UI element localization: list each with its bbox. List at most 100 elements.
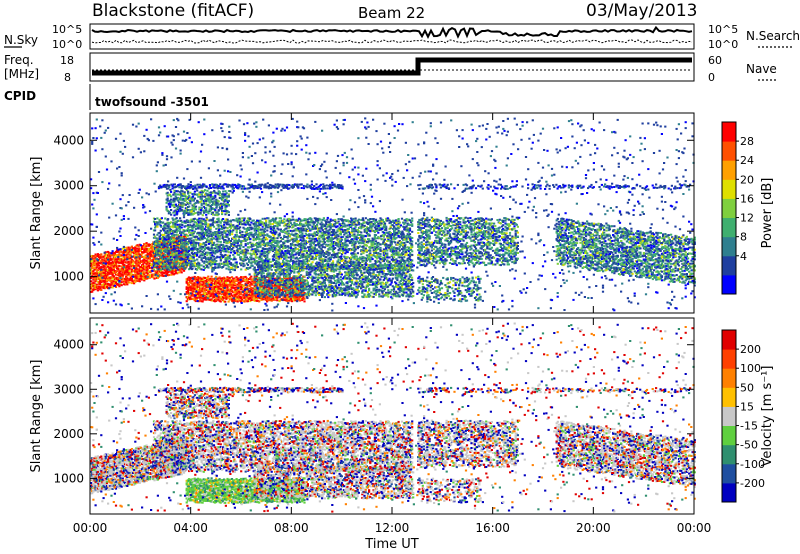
echo-cell [114,263,118,266]
echo-cell [100,272,103,275]
echo-cell [219,243,222,246]
echo-cell [196,225,199,228]
echo-cell [190,237,193,240]
echo-cell [321,218,324,221]
echo-cell [121,275,124,278]
echo-cell [190,287,193,290]
echo-cell [91,275,94,278]
echo-cell [174,269,178,272]
echo-cell [271,250,274,253]
echo-cell [169,228,173,231]
echo-cell [258,300,261,303]
echo-cell [342,264,345,267]
echo-cell [155,237,158,240]
echo-cell [182,250,185,252]
echo-cell [184,253,187,256]
echo-cell [160,265,163,268]
echo-cell [125,275,128,278]
echo-cell [239,218,242,221]
echo-cell [313,231,316,234]
echo-cell [178,268,181,271]
echo-cell [159,224,162,227]
echo-cell [211,249,214,252]
echo-cell [269,220,272,223]
echo-cell [249,224,252,226]
echo-cell [247,284,251,287]
echo-cell [244,298,247,301]
echo-cell [247,278,251,281]
echo-cell [304,219,307,222]
echo-cell [241,217,244,220]
echo-cell [91,282,94,285]
echo-cell [249,261,252,264]
echo-cell [165,272,169,275]
echo-cell [231,225,234,228]
echo-cell [189,286,192,289]
echo-cell [322,242,325,245]
echo-cell [180,234,183,237]
echo-cell [142,263,145,266]
echo-cell [255,297,258,300]
echo-cell [336,254,339,257]
echo-cell [99,259,102,262]
echo-cell [128,270,131,273]
echo-cell [251,298,254,301]
echo-cell [310,228,313,231]
echo-cell [275,298,278,300]
echo-cell [136,275,139,278]
echo-cell [226,255,229,258]
echo-cell [312,258,315,261]
echo-cell [194,241,197,244]
echo-cell [141,266,144,269]
echo-cell [325,234,328,236]
echo-cell [237,292,240,295]
echo-cell [161,274,164,277]
echo-cell [134,277,137,280]
echo-cell [128,274,131,277]
echo-cell [180,251,183,254]
echo-cell [143,265,146,268]
echo-cell [279,277,282,280]
beam-title: Beam 22 [358,4,425,22]
echo-cell [199,289,202,292]
echo-cell [172,238,175,241]
echo-cell [172,254,175,257]
echo-cell [145,242,148,245]
echo-cell [237,288,240,291]
echo-cell [302,228,305,230]
echo-cell [244,223,247,226]
echo-cell [212,293,215,296]
echo-cell [198,225,201,228]
echo-cell [108,266,111,269]
echo-cell [262,232,265,235]
echo-cell [243,296,246,299]
echo-cell [279,217,282,220]
echo-cell [327,240,330,243]
echo-cell [268,235,271,238]
echo-cell [111,286,114,289]
echo-cell [228,298,231,301]
echo-cell [266,229,269,232]
echo-cell [321,251,324,254]
echo-cell [283,276,286,279]
echo-cell [120,281,123,284]
echo-cell [129,260,132,263]
echo-cell [293,249,296,252]
echo-cell [174,265,178,267]
echo-cell [176,219,179,222]
nsearch-tick-bottom: 10^0 [708,38,738,51]
echo-cell [320,254,323,256]
echo-cell [160,243,163,246]
echo-cell [286,225,289,228]
echo-cell [271,229,274,232]
echo-cell [94,283,97,286]
echo-cell [265,242,268,245]
echo-cell [90,268,93,271]
echo-cell [213,295,217,298]
echo-cell [306,224,310,227]
echo-cell [143,243,146,246]
echo-cell [146,254,149,257]
echo-cell [198,286,201,289]
echo-cell [208,239,211,242]
echo-cell [317,221,320,224]
